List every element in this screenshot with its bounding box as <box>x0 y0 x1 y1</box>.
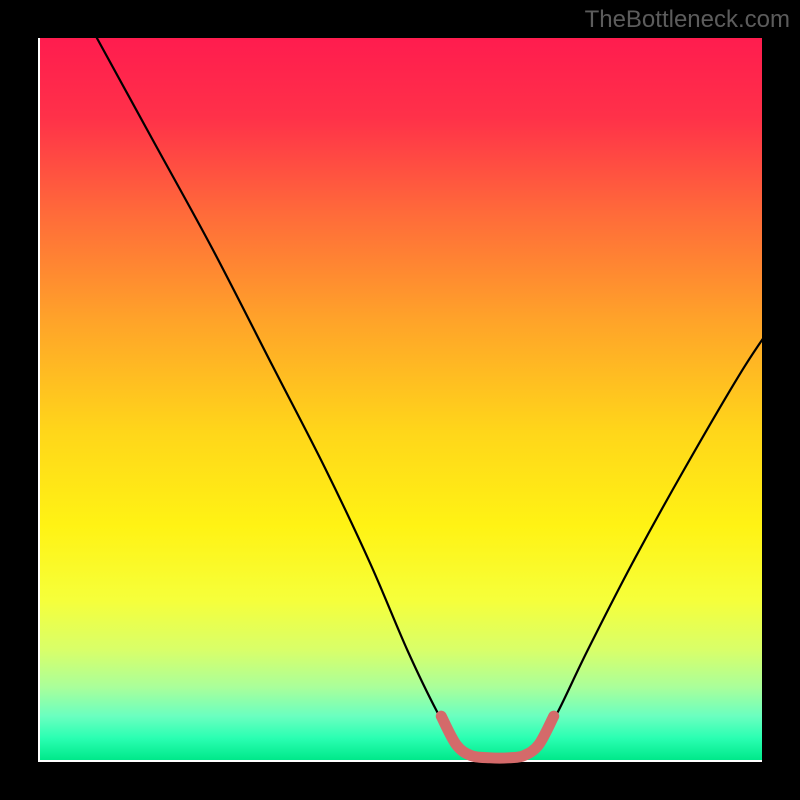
watermark-text: TheBottleneck.com <box>585 6 790 34</box>
bottleneck-chart: TheBottleneck.com <box>0 0 800 800</box>
chart-svg <box>0 0 800 800</box>
